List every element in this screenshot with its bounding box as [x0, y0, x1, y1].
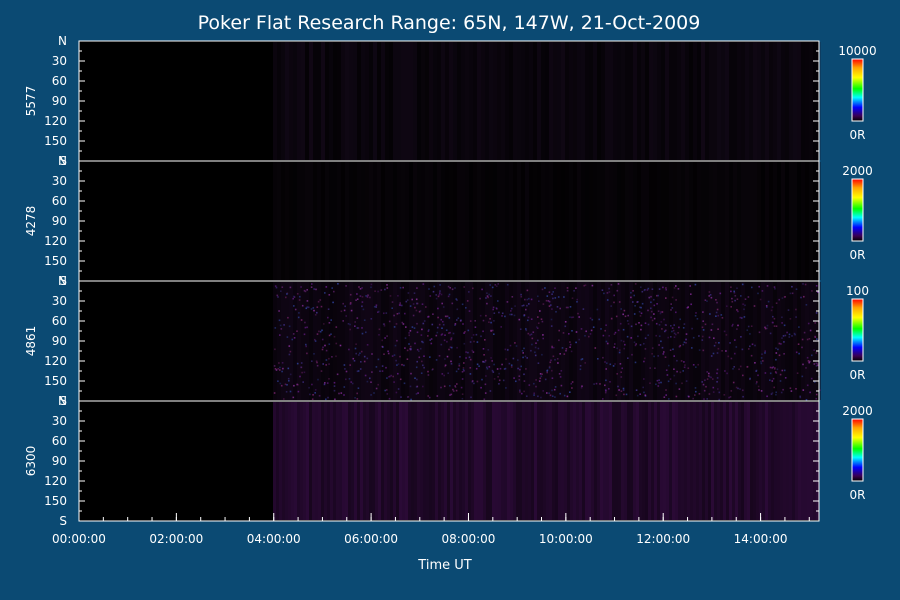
y-tick-label: N [58, 274, 67, 288]
x-tick-label: 06:00:00 [344, 532, 398, 546]
panel-ylabel: 4861 [24, 326, 38, 357]
x-tick-label: 12:00:00 [636, 532, 690, 546]
y-tick-label: 150 [44, 374, 67, 388]
y-tick-label: 60 [52, 194, 67, 208]
x-tick-label: 02:00:00 [149, 532, 203, 546]
y-ticks: N 30 60 90 120 150 S [44, 274, 819, 408]
y-tick-label: N [58, 34, 67, 48]
panel-ylabel: 5577 [24, 86, 38, 117]
y-tick-label: S [59, 154, 67, 168]
panel-ylabel: 6300 [24, 446, 38, 477]
y-tick-label: 120 [44, 354, 67, 368]
panel-emission [273, 42, 821, 160]
x-tick-label: 08:00:00 [442, 532, 496, 546]
panel-emission [273, 402, 819, 520]
y-tick-label: 30 [52, 54, 67, 68]
y-tick-label: 60 [52, 314, 67, 328]
colorbar [851, 178, 864, 242]
panel-ylabel: 4278 [24, 206, 38, 237]
y-tick-label: 60 [52, 434, 67, 448]
y-tick-label: 120 [44, 474, 67, 488]
y-tick-label: N [58, 394, 67, 408]
x-tick-label: 00:00:00 [52, 532, 106, 546]
y-tick-label: N [58, 154, 67, 168]
colorbar-max-label: 10000 [838, 44, 876, 58]
panel-emission [273, 162, 821, 280]
panel-emission [273, 282, 821, 401]
panels-group: N 30 60 90 120 150 S 5577 10000 0R N 30 60 90 120 150 S 4… [24, 34, 877, 528]
y-tick-label: 120 [44, 114, 67, 128]
colorbar [851, 418, 864, 482]
x-axis-label: Time UT [417, 558, 471, 573]
panel-5577: N 30 60 90 120 150 S 5577 10000 0R [24, 34, 877, 168]
chart-title: Poker Flat Research Range: 65N, 147W, 21… [198, 12, 701, 34]
panel-6300: N 30 60 90 120 150 S 6300 2000 0R [24, 394, 873, 528]
y-tick-label: S [59, 514, 67, 528]
panel-plot-area [79, 161, 819, 281]
y-ticks: N 30 60 90 120 150 S [44, 394, 819, 528]
colorbar-min-label: 0R [850, 368, 866, 382]
y-tick-label: S [59, 394, 67, 408]
colorbar [851, 298, 864, 362]
y-ticks: N 30 60 90 120 150 S [44, 34, 819, 168]
y-tick-label: 90 [52, 214, 67, 228]
y-tick-label: 150 [44, 494, 67, 508]
y-tick-label: 150 [44, 254, 67, 268]
x-axis: 00:00:00 02:00:00 04:00:00 06:00:00 08:00:00… [52, 513, 810, 546]
x-tick-label: 14:00:00 [734, 532, 788, 546]
y-tick-label: 150 [44, 134, 67, 148]
x-tick-label: 10:00:00 [539, 532, 593, 546]
y-tick-label: 90 [52, 334, 67, 348]
colorbar [851, 58, 864, 122]
colorbar-min-label: 0R [850, 248, 866, 262]
y-tick-label: 30 [52, 414, 67, 428]
colorbar-min-label: 0R [850, 488, 866, 502]
y-tick-label: 30 [52, 294, 67, 308]
y-tick-label: 120 [44, 234, 67, 248]
y-ticks: N 30 60 90 120 150 S [44, 154, 819, 288]
colorbar-max-label: 100 [846, 284, 869, 298]
y-tick-label: 90 [52, 94, 67, 108]
colorbar-max-label: 2000 [842, 164, 873, 178]
y-tick-label: 60 [52, 74, 67, 88]
panel-4861: N 30 60 90 120 150 S 4861 100 0R [24, 274, 869, 408]
x-tick-label: 04:00:00 [247, 532, 301, 546]
y-tick-label: S [59, 274, 67, 288]
y-tick-label: 30 [52, 174, 67, 188]
y-tick-label: 90 [52, 454, 67, 468]
panel-4278: N 30 60 90 120 150 S 4278 2000 0R [24, 154, 873, 288]
colorbar-max-label: 2000 [842, 404, 873, 418]
colorbar-min-label: 0R [850, 128, 866, 142]
